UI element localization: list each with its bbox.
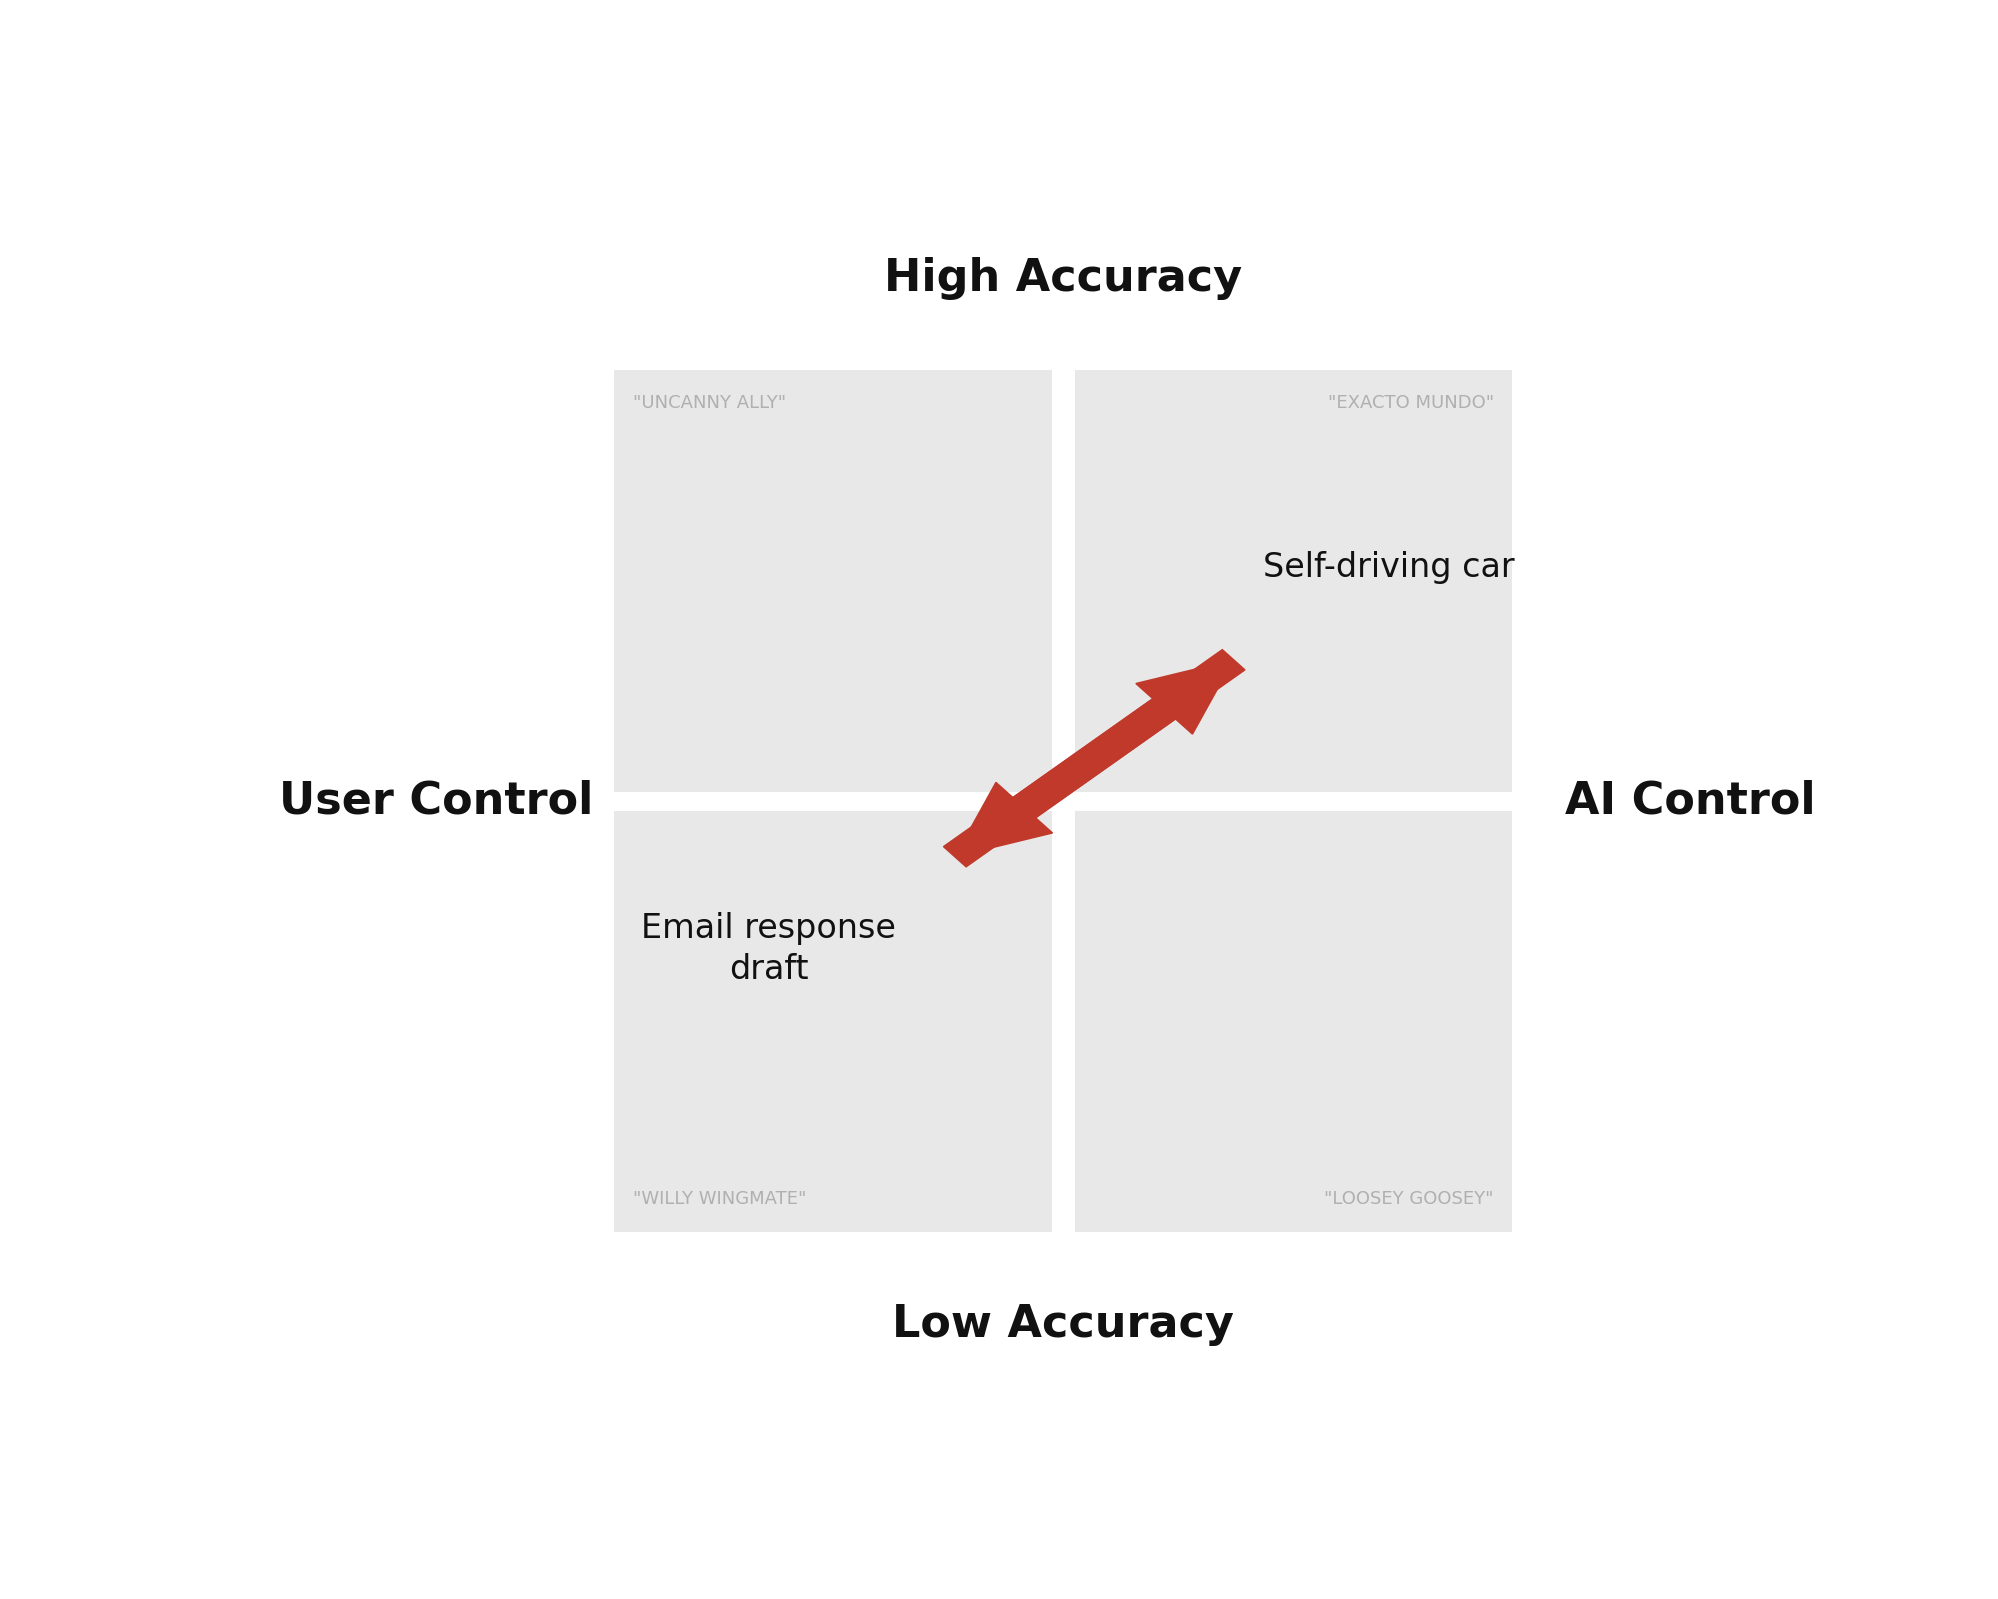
Text: "LOOSEY GOOSEY": "LOOSEY GOOSEY" [1325,1190,1493,1209]
Bar [613,371,1051,792]
Text: "WILLY WINGMATE": "WILLY WINGMATE" [631,1190,805,1209]
Text: "UNCANNY ALLY": "UNCANNY ALLY" [631,395,785,413]
Bar [1075,811,1512,1233]
Text: High Accuracy: High Accuracy [883,256,1241,299]
Bar [1075,371,1512,792]
Text: Low Accuracy: Low Accuracy [891,1303,1233,1346]
Text: Email response
draft: Email response draft [641,911,895,987]
Text: Self-driving car: Self-driving car [1263,552,1514,584]
Polygon shape [955,649,1245,857]
Bar [613,811,1051,1233]
Text: AI Control: AI Control [1564,780,1814,823]
Text: "EXACTO MUNDO": "EXACTO MUNDO" [1327,395,1493,413]
Text: User Control: User Control [278,780,593,823]
Polygon shape [943,660,1233,867]
